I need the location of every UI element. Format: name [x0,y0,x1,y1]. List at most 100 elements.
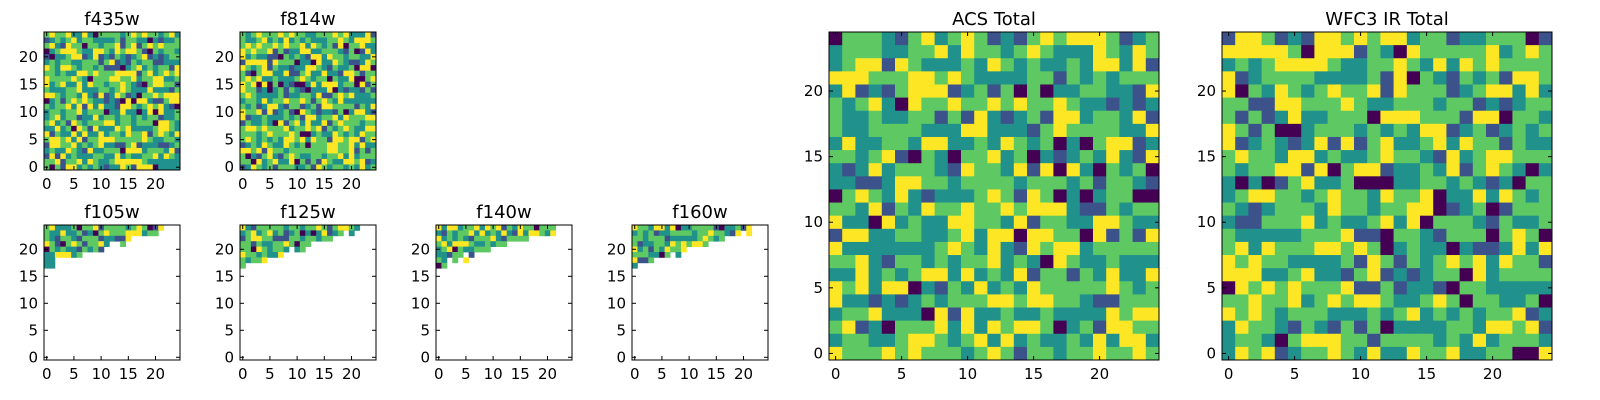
heatmap-cell [158,43,165,49]
heatmap-cell [1486,176,1500,190]
heatmap-cell [305,131,312,138]
heatmap-cell [316,142,322,149]
heatmap-cell [868,320,883,335]
heatmap-cell [934,150,949,164]
heatmap-cell [842,268,856,282]
heatmap-cell [321,109,328,116]
y-tick-label: 0 [1206,344,1216,362]
heatmap-cell [92,147,99,154]
heatmap-cell [1000,189,1015,203]
heatmap-cell [359,32,366,38]
heatmap-cell [288,43,295,49]
heatmap-cell [1459,71,1474,85]
heatmap-cell [272,59,279,66]
heatmap-cell [158,92,165,99]
heatmap-cell [908,202,922,217]
axes-frame [43,224,181,361]
heatmap-cell [1274,346,1289,361]
heatmap-cell [881,255,896,269]
heatmap-cell [54,59,61,66]
heatmap-cell [868,45,883,59]
heatmap-cell [735,230,742,237]
heatmap-cell [829,228,843,243]
heatmap-cell [1093,84,1107,98]
heatmap-cell [163,120,170,127]
heatmap-cell [370,120,377,127]
heatmap-cell [1027,320,1041,335]
heatmap-cell [1132,215,1147,230]
heatmap-cell [327,131,333,138]
heatmap-cells [436,225,557,269]
heatmap-cell [261,153,268,160]
heatmap-cell [1420,45,1434,59]
heatmap-cell [1472,255,1487,269]
heatmap-cell [120,153,126,160]
heatmap-cell [1459,58,1474,72]
heatmap-cell [332,54,339,60]
heatmap-cell [125,131,132,138]
heatmap-cell [163,65,170,72]
heatmap-cell [1235,97,1249,112]
heatmap-cell [299,81,306,88]
heatmap-cell [895,84,909,98]
heatmap-cell [294,43,301,49]
heatmap-cell [961,136,975,151]
heatmap-cell [316,153,322,160]
heatmap-cell [60,246,67,253]
heatmap-cell [141,230,148,237]
heatmap-cell [348,153,355,160]
heatmap-cell [141,136,148,143]
heatmap-cell [921,84,935,98]
heatmap-cell [512,230,518,237]
heatmap-cell [436,235,442,242]
heatmap-cell [305,142,312,149]
heatmap-cell [169,76,175,83]
heatmap-cell [125,142,132,149]
heatmap-cell [332,43,339,49]
heatmap-cell [1053,189,1067,203]
heatmap-cell [1446,58,1460,72]
heatmap-cell [299,225,306,231]
heatmap-cell [1525,333,1540,348]
heatmap-cell [288,131,295,138]
heatmap-cell [987,110,1001,125]
heatmap-cell [321,87,328,94]
heatmap-cell [141,92,148,99]
heatmap-cell [1512,110,1526,125]
heatmap-cell [1013,189,1028,203]
heatmap-cell [278,59,284,66]
heatmap-cell [675,246,682,253]
y-tick-label: 10 [804,213,823,231]
heatmap-cell [147,114,154,121]
heatmap-cell [87,120,94,127]
heatmap-cell [1340,215,1355,230]
axes-frame [43,31,181,171]
heatmap-cell [82,225,88,231]
heatmap-cell [1459,150,1474,164]
heatmap-cell [163,48,170,55]
heatmap-cell [158,147,165,154]
heatmap-cell [842,163,856,177]
heatmap-cell [1420,215,1434,230]
heatmap-cell [1499,320,1513,335]
heatmap-cell [1393,123,1408,138]
heatmap-cell [1132,163,1147,177]
heatmap-cell [1248,228,1262,243]
heatmap-cell [1538,320,1553,335]
heatmap-cell [49,136,56,143]
heatmap-cell [44,158,50,165]
heatmap-cell [1145,176,1160,190]
heatmap-cell [65,59,72,66]
heatmap-cell [98,230,105,237]
heatmap-cell [1486,110,1500,125]
heatmap-cell [1235,84,1249,98]
heatmap-cell [147,158,154,165]
heatmap-cell [1486,241,1500,256]
heatmap-cell [261,54,268,60]
heatmap-cell [348,114,355,121]
heatmap-cell [1066,176,1081,190]
heatmap-cell [1499,45,1513,59]
heatmap-cell [637,241,644,247]
heatmap-cell [305,120,312,127]
heatmap-cell [1053,215,1067,230]
